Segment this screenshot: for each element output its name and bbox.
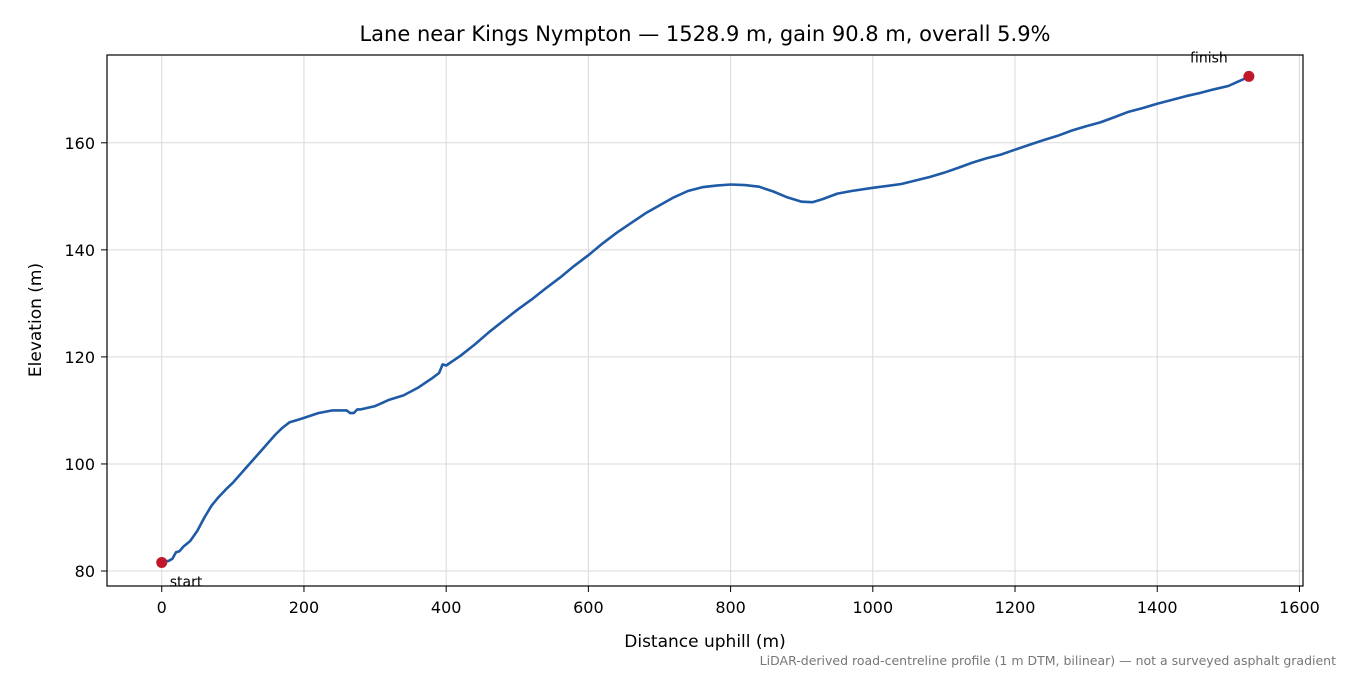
x-tick-label: 1400 bbox=[1137, 598, 1178, 617]
y-tick-label: 140 bbox=[64, 241, 95, 260]
x-tick-label: 600 bbox=[573, 598, 604, 617]
chart-title: Lane near Kings Nympton — 1528.9 m, gain… bbox=[359, 22, 1050, 46]
elevation-line bbox=[160, 75, 1251, 564]
finish-marker bbox=[1243, 70, 1255, 82]
x-tick-label: 200 bbox=[289, 598, 320, 617]
x-axis-label: Distance uphill (m) bbox=[624, 632, 785, 652]
y-tick-label: 120 bbox=[64, 348, 95, 367]
y-axis-label: Elevation (m) bbox=[26, 263, 46, 377]
finish-label: finish bbox=[1190, 50, 1228, 66]
x-tick-label: 0 bbox=[157, 598, 167, 617]
x-axis: 0 200 400 600 800 1000 1200 1400 1600 bbox=[157, 586, 1320, 617]
y-axis: 80 100 120 140 160 bbox=[64, 134, 107, 581]
start-label: start bbox=[170, 574, 203, 590]
y-tick-label: 100 bbox=[64, 455, 95, 474]
x-tick-label: 800 bbox=[715, 598, 746, 617]
x-tick-label: 1600 bbox=[1279, 598, 1320, 617]
y-tick-label: 160 bbox=[64, 134, 95, 153]
grid bbox=[107, 55, 1303, 586]
start-marker bbox=[156, 556, 168, 568]
x-tick-label: 1000 bbox=[852, 598, 893, 617]
x-tick-label: 1200 bbox=[995, 598, 1036, 617]
y-tick-label: 80 bbox=[75, 562, 95, 581]
footnote: LiDAR-derived road-centreline profile (1… bbox=[760, 653, 1336, 668]
plot-frame bbox=[106, 54, 1304, 587]
x-tick-label: 400 bbox=[431, 598, 462, 617]
